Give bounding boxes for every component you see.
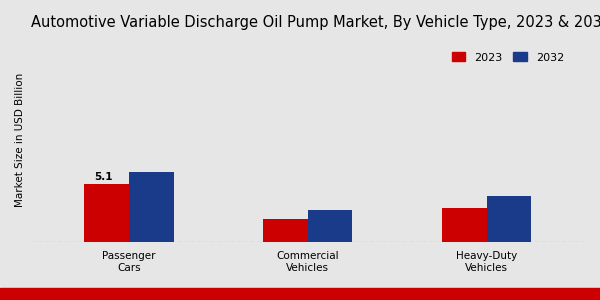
- Bar: [129, 172, 173, 242]
- Text: 5.1: 5.1: [94, 172, 112, 182]
- Y-axis label: Market Size in USD Billion: Market Size in USD Billion: [15, 73, 25, 207]
- Bar: [263, 219, 308, 242]
- Bar: [84, 184, 129, 242]
- Bar: [308, 210, 352, 242]
- Legend: 2023, 2032: 2023, 2032: [448, 48, 568, 67]
- Bar: [487, 196, 532, 242]
- Bar: [442, 208, 487, 242]
- Text: Automotive Variable Discharge Oil Pump Market, By Vehicle Type, 2023 & 203: Automotive Variable Discharge Oil Pump M…: [31, 15, 600, 30]
